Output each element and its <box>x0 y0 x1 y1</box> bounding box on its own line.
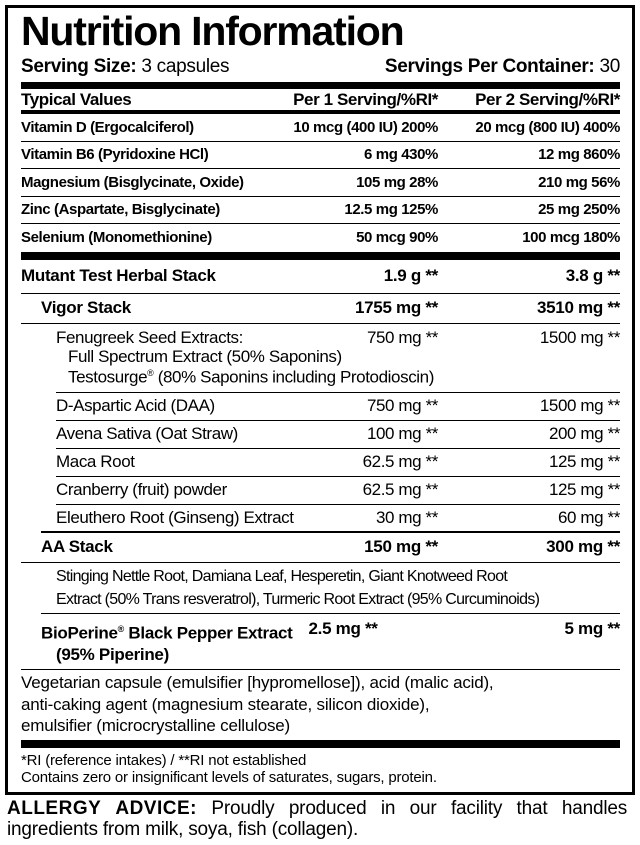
serving-info: Serving Size: 3 capsules Servings Per Co… <box>21 54 620 82</box>
fenugreek-sub-1: Full Spectrum Extract (50% Saponins) <box>68 346 342 366</box>
table-row: Magnesium (Bisglycinate, Oxide) 105 mg 28… <box>21 169 620 197</box>
aa-stack-ingredients: Stinging Nettle Root, Damiana Leaf, Hesp… <box>41 563 620 614</box>
table-row: Selenium (Monomethionine) 50 mcg 90% 100 m… <box>21 229 620 247</box>
table-row: Cranberry (fruit) powder 62.5 mg ** 125 mg… <box>56 477 620 505</box>
table-row: Eleuthero Root (Ginseng) Extract 30 mg **… <box>41 505 620 533</box>
table-row: Vitamin B6 (Pyridoxine HCl) 6 mg 430% 12 m… <box>21 142 620 169</box>
aa-stack-row: AA Stack 150 mg ** 300 mg ** <box>21 533 620 563</box>
servings-per-container: Servings Per Container: 30 <box>384 56 620 77</box>
page-title: Nutrition Information <box>21 8 405 54</box>
divider <box>21 82 620 89</box>
table-row: Vitamin D (Ergocalciferol) 10 mcg (400 IU… <box>21 114 620 142</box>
table-row: Avena Sativa (Oat Straw) 100 mg ** 200 mg … <box>56 421 620 449</box>
herbal-stack-row: Mutant Test Herbal Stack 1.9 g ** 3.8 g ** <box>21 260 620 294</box>
table-header: Typical Values Per 1 Serving/%RI* Per 2 S… <box>21 89 620 114</box>
table-row: D-Aspartic Acid (DAA) 750 mg ** 1500 mg ** <box>56 393 620 421</box>
nutrition-panel: Nutrition Information Serving Size: 3 ca… <box>5 5 635 796</box>
table-row: Maca Root 62.5 mg ** 125 mg ** <box>56 449 620 477</box>
ingredients-list: Vegetarian capsule (emulsifier [hypromel… <box>21 673 494 736</box>
footnotes: *RI (reference intakes) / **RI not estab… <box>21 752 437 787</box>
allergy-advice: ALLERGY ADVICE: Proudly produced in our … <box>7 798 628 841</box>
fenugreek-row: Fenugreek Seed Extracts: 750 mg ** 1500 mg… <box>56 324 620 393</box>
divider <box>21 251 620 260</box>
serving-size: Serving Size: 3 capsules <box>21 56 230 77</box>
fenugreek-sub-2: Testosurge® (80% Saponins including Prot… <box>68 367 434 387</box>
bioperine-row: BioPerine® Black Pepper Extract (95% Pipe… <box>21 614 620 671</box>
vigor-stack-row: Vigor Stack 1755 mg ** 3510 mg ** <box>21 294 620 324</box>
table-row: Zinc (Aspartate, Bisglycinate) 12.5 mg 12… <box>21 197 620 224</box>
divider <box>21 740 620 749</box>
